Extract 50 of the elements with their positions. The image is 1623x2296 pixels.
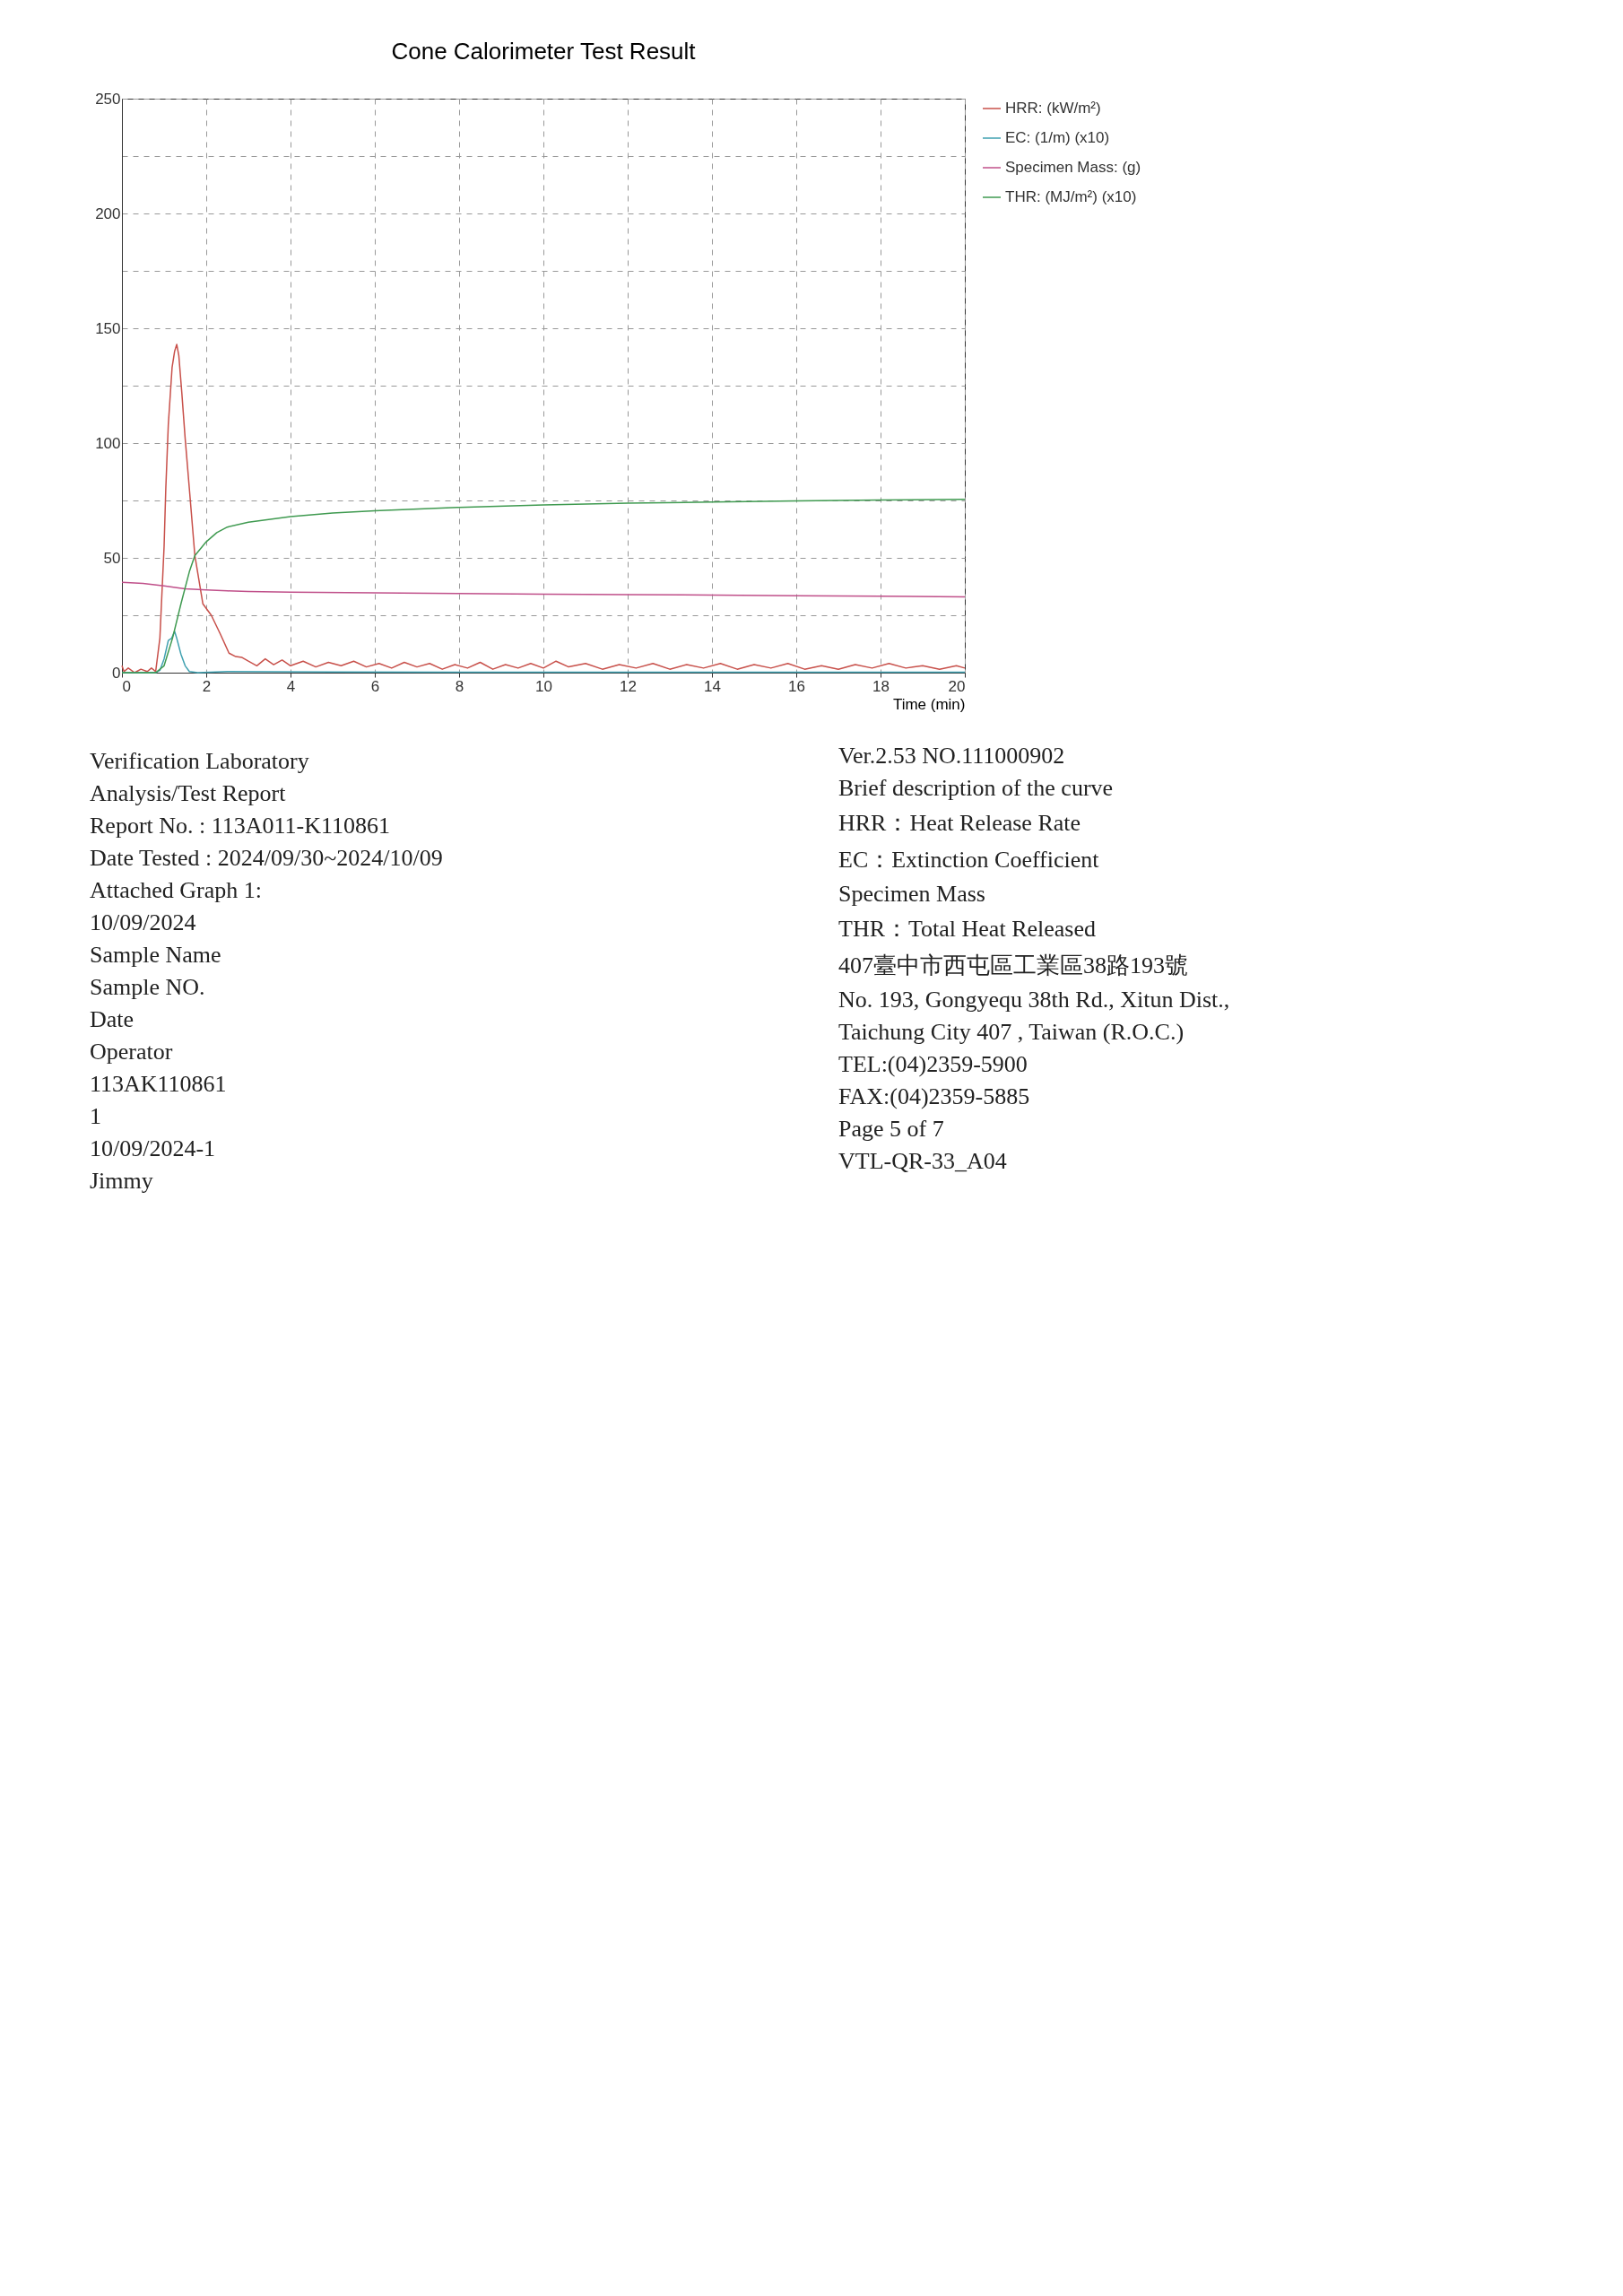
x-tick-label: 4	[286, 677, 296, 695]
text: 1	[90, 1103, 102, 1130]
y-tick-label: 0	[112, 664, 121, 682]
x-tick-label: 2	[202, 677, 212, 695]
x-tick-label: 6	[370, 677, 380, 695]
x-tick-label: 14	[704, 677, 721, 695]
text: 10/09/2024-1	[90, 1135, 217, 1162]
x-tick-label: 10	[535, 677, 552, 695]
text: Sample Name	[90, 942, 222, 969]
y-tick-label: 50	[103, 549, 121, 567]
legend-label: EC: (1/m) (x10)	[1005, 129, 1110, 146]
text: Brief description of the curve	[838, 775, 1115, 802]
x-tick-label: 12	[620, 677, 637, 695]
text: VTL-QR-33_A04	[838, 1148, 1008, 1175]
y-tick-label: 250	[95, 90, 121, 108]
text: Operator	[90, 1039, 174, 1065]
x-tick-label: 8	[455, 677, 464, 695]
legend-label: HRR: (kW/m²)	[1005, 100, 1101, 117]
x-tick-label: 16	[788, 677, 805, 695]
text: Jimmy	[90, 1168, 154, 1195]
text: EC：Extinction Coefficient	[838, 846, 1100, 874]
text: Attached Graph 1:	[90, 877, 264, 904]
text: TEL:(04)2359-5900	[838, 1051, 1028, 1078]
x-tick-label: 18	[872, 677, 890, 695]
text: 407臺中市西屯區工業區38路193號	[838, 952, 1189, 980]
text: Verification Laboratory	[90, 748, 310, 775]
x-tick-label: 20	[948, 677, 966, 695]
line-series	[121, 581, 966, 598]
y-tick-label: 200	[95, 204, 121, 222]
text: Date Tested : 2024/09/30~2024/10/09	[90, 845, 444, 872]
x-axis-title: Time (min)	[892, 695, 966, 713]
text: Sample NO.	[90, 974, 206, 1001]
text: Ver.2.53 NO.111000902	[838, 743, 1066, 770]
y-tick-label: 100	[95, 434, 121, 452]
y-tick-label: 150	[95, 319, 121, 337]
text: FAX:(04)2359-5885	[838, 1083, 1031, 1110]
text: Page 5 of 7	[838, 1116, 945, 1143]
legend-label: Specimen Mass: (g)	[1005, 159, 1141, 176]
text: Taichung City 407 , Taiwan (R.O.C.)	[838, 1019, 1185, 1046]
text: 113AK110861	[90, 1071, 228, 1098]
text: Report No. : 113A011-K110861	[90, 813, 392, 839]
text: THR：Total Heat Released	[838, 915, 1097, 944]
text: 10/09/2024	[90, 909, 197, 936]
text: Specimen Mass	[838, 881, 986, 908]
text: Analysis/Test Report	[90, 780, 287, 807]
legend-label: THR: (MJ/m²) (x10)	[1005, 188, 1137, 205]
text: HRR：Heat Release Rate	[838, 809, 1082, 838]
text: Date	[90, 1006, 135, 1033]
text: No. 193, Gongyequ 38th Rd., Xitun Dist.,	[838, 987, 1231, 1013]
chart-title: Cone Calorimeter Test Result	[391, 38, 697, 65]
